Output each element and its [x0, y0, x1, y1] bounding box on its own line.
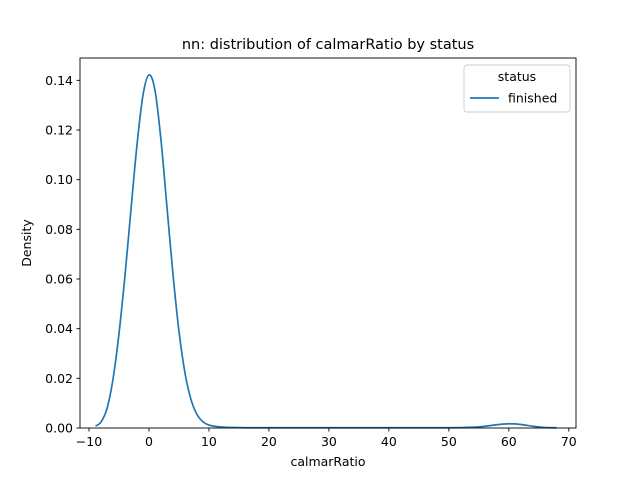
y-tick-label: 0.10 [45, 172, 73, 187]
y-tick-label: 0.02 [45, 371, 73, 386]
x-tick-label: 10 [201, 434, 217, 449]
x-axis: −10 0 10 20 30 40 50 60 70 [76, 428, 577, 449]
x-tick-label: 50 [441, 434, 457, 449]
plot-series [95, 74, 557, 429]
legend-title: status [498, 69, 536, 84]
y-tick-label: 0.08 [45, 222, 73, 237]
y-tick-label: 0.04 [45, 321, 73, 336]
y-tick-label: 0.00 [45, 421, 73, 436]
x-tick-label: 20 [261, 434, 277, 449]
x-tick-label: −10 [76, 434, 102, 449]
y-tick-label: 0.14 [45, 73, 73, 88]
y-tick-label: 0.12 [45, 123, 73, 138]
plot-frame [79, 57, 577, 429]
x-tick-label: 70 [561, 434, 577, 449]
legend: status finished [463, 64, 571, 113]
x-tick-label: 30 [321, 434, 337, 449]
series-line-finished [95, 74, 557, 429]
legend-box [463, 64, 571, 113]
x-tick-label: 60 [501, 434, 517, 449]
y-tick-label: 0.06 [45, 272, 73, 287]
y-axis-label: Density [19, 219, 34, 267]
chart-title: nn: distribution of calmarRatio by statu… [182, 37, 474, 53]
x-tick-label: 0 [145, 434, 153, 449]
x-axis-label: calmarRatio [290, 454, 365, 469]
legend-item-finished: finished [508, 91, 557, 106]
x-tick-label: 40 [381, 434, 397, 449]
y-axis: 0.00 0.02 0.04 0.06 0.08 0.10 0.12 0.14 [45, 73, 80, 436]
